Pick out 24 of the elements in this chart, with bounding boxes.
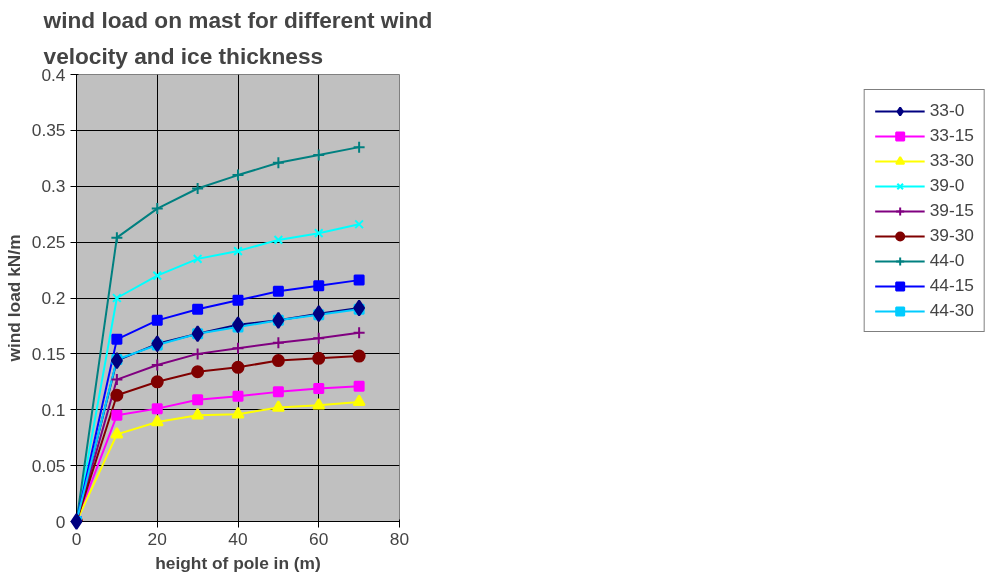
legend-label: 39-30: [929, 225, 974, 246]
legend-label: 33-15: [929, 125, 974, 146]
legend-label: 44-0: [929, 250, 965, 271]
y-tick-label: 0.05: [31, 455, 66, 476]
y-tick-label: 0.2: [41, 288, 66, 308]
legend-label: 39-0: [929, 175, 965, 196]
y-tick-label: 0.3: [41, 176, 66, 197]
legend-label: 39-15: [929, 200, 974, 221]
y-axis-title: wind load kN/m: [3, 234, 24, 363]
x-tick-label: 80: [389, 528, 410, 549]
y-tick-label: 0.35: [31, 120, 66, 141]
x-tick-label: 0: [71, 528, 82, 549]
y-tick-label: 0.1: [41, 399, 66, 420]
x-tick-label: 40: [228, 528, 248, 549]
legend-label: 33-0: [929, 100, 965, 121]
y-tick-label: 0.15: [31, 343, 66, 364]
y-tick-label: 0: [55, 511, 66, 532]
x-tick-label: 20: [147, 528, 167, 549]
legend-label: 44-15: [929, 275, 974, 296]
y-tick-label: 0.25: [31, 232, 66, 253]
legend-label: 44-30: [929, 300, 974, 321]
x-tick-label: 60: [309, 528, 329, 549]
x-axis-title: height of pole in (m): [155, 552, 321, 573]
legend-label: 33-30: [929, 150, 974, 171]
